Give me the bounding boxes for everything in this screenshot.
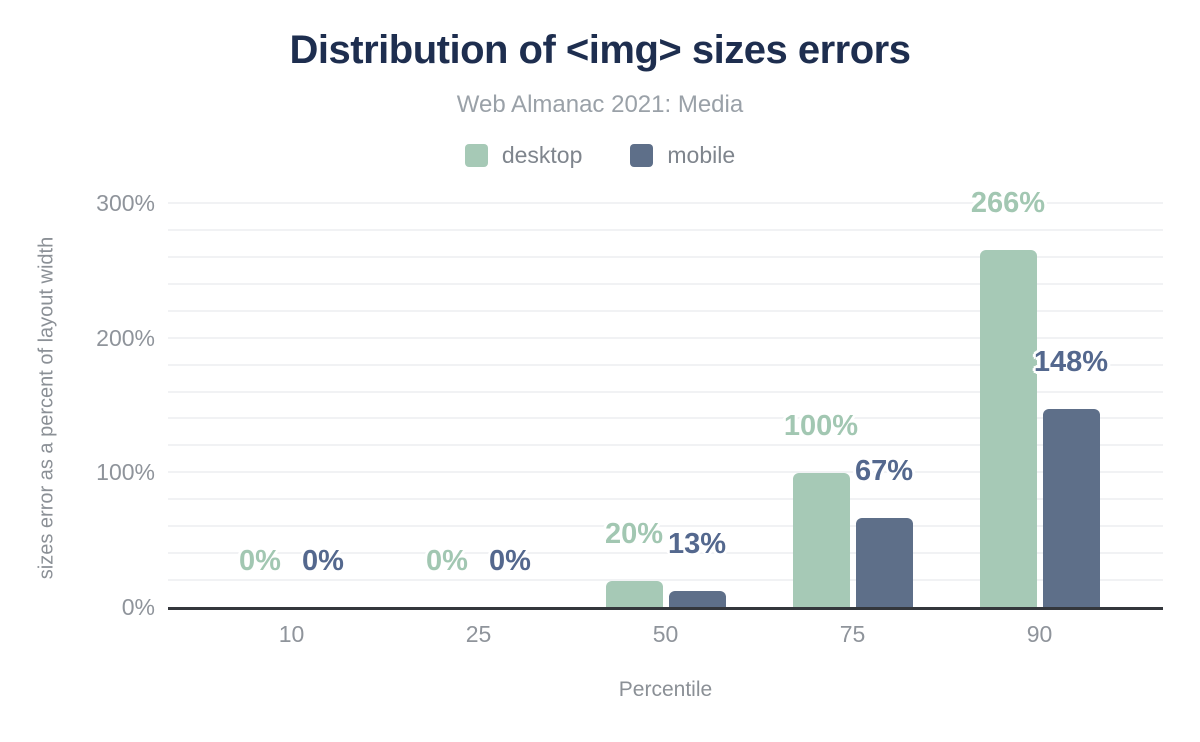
y-tick-labels: 0% 100% 200% 300%: [60, 190, 155, 620]
bar-group-10: 0% 0%: [198, 195, 385, 608]
bar-mobile-75: [855, 517, 913, 608]
legend-item-desktop: desktop: [464, 142, 583, 169]
x-tick-label-25: 25: [465, 621, 492, 647]
gridline: [168, 255, 1163, 258]
x-tick-label-50: 50: [652, 621, 679, 647]
bar-value-label-mobile-90: 148%: [1033, 345, 1109, 378]
bar-group-90: 266% 148%: [946, 187, 1133, 608]
bar-value-label-desktop-50: 20%: [604, 518, 664, 551]
bar-wrap-desktop-90: 266%: [971, 187, 1045, 608]
legend-swatch-mobile-icon: [630, 144, 654, 167]
y-tick-label: 200%: [96, 324, 155, 351]
gridline: [168, 282, 1163, 285]
gridline: [168, 390, 1163, 393]
legend-swatch-desktop-icon: [464, 144, 488, 167]
y-tick-label: 0%: [121, 594, 155, 620]
bar-wrap-desktop-50: 20%: [604, 195, 664, 608]
legend-label-mobile: mobile: [667, 142, 736, 168]
bar-mobile-90: [1042, 408, 1100, 608]
x-axis-title: Percentile: [618, 678, 713, 701]
bar-value-label-mobile-75: 67%: [854, 454, 914, 487]
bar-value-label-mobile-50: 13%: [667, 527, 727, 560]
plot-area: 0% 0% 0% 0% 20% 13% 100% 67% 266% 148%: [168, 187, 1163, 608]
bars-row: 0% 0% 0% 0% 20% 13% 100% 67% 266% 148%: [168, 187, 1163, 608]
bar-desktop-50: [605, 581, 663, 608]
bar-value-label-desktop-75: 100%: [783, 410, 859, 443]
gridline: [168, 525, 1163, 528]
bar-desktop-75: [792, 473, 850, 608]
bar-group-50: 20% 13%: [572, 195, 759, 608]
gridline: [168, 498, 1163, 501]
gridline: [168, 444, 1163, 447]
legend-label-desktop: desktop: [501, 142, 583, 168]
gridline: [168, 363, 1163, 366]
x-tick-label-75: 75: [839, 621, 866, 647]
bar-group-25: 0% 0%: [385, 195, 572, 608]
x-tick-labels: 10 25 50 75 90: [168, 621, 1163, 648]
y-axis-title: sizes error as a percent of layout width: [35, 236, 58, 580]
gridline: [168, 417, 1163, 420]
bar-wrap-mobile-10: 0%: [295, 195, 352, 608]
legend: desktop mobile: [0, 142, 1200, 169]
bar-value-label-desktop-90: 266%: [970, 186, 1046, 219]
gridline: [168, 228, 1163, 231]
bar-value-label-desktop-10: 0%: [239, 545, 281, 577]
bar-value-label-mobile-10: 0%: [302, 545, 344, 577]
gridline: [168, 336, 1163, 339]
bar-wrap-mobile-75: 67%: [854, 195, 914, 608]
bar-wrap-mobile-90: 148%: [1034, 195, 1108, 608]
x-tick-label-90: 90: [1026, 621, 1053, 647]
chart-title: Distribution of <img> sizes errors: [289, 28, 911, 72]
bar-group-75: 100% 67%: [759, 195, 946, 608]
bar-wrap-desktop-75: 100%: [784, 195, 858, 608]
bar-desktop-90: [979, 249, 1037, 608]
legend-item-mobile: mobile: [630, 142, 735, 169]
gridline: [168, 552, 1163, 555]
bar-wrap-desktop-25: 0%: [419, 195, 476, 608]
gridline: [168, 471, 1163, 474]
bar-wrap-mobile-25: 0%: [482, 195, 539, 608]
gridline: [168, 309, 1163, 312]
y-tick-label: 300%: [96, 190, 155, 216]
chart-subtitle: Web Almanac 2021: Media: [456, 91, 744, 118]
x-tick-label-10: 10: [278, 621, 305, 647]
bar-value-label-mobile-25: 0%: [489, 545, 531, 577]
bar-wrap-mobile-50: 13%: [667, 195, 727, 608]
gridline: [168, 202, 1163, 204]
gridline: [168, 579, 1163, 582]
bar-mobile-50: [668, 590, 726, 608]
bar-value-label-desktop-25: 0%: [426, 545, 468, 577]
y-tick-label: 100%: [96, 459, 155, 486]
x-axis-line: [168, 607, 1163, 610]
bar-wrap-desktop-10: 0%: [232, 195, 289, 608]
